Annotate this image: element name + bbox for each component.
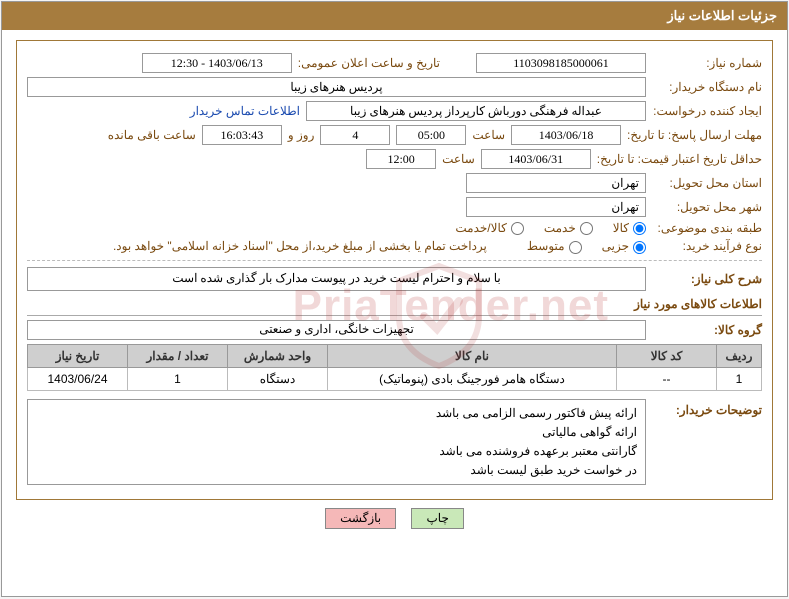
- row-buyer-org: نام دستگاه خریدار:: [27, 77, 762, 97]
- th-code: کد کالا: [617, 344, 717, 367]
- table-header-row: ردیف کد کالا نام کالا واحد شمارش تعداد /…: [28, 344, 762, 367]
- label-announce: تاریخ و ساعت اعلان عمومی:: [298, 56, 440, 70]
- row-province: استان محل تحویل:: [27, 173, 762, 193]
- label-process: نوع فرآیند خرید:: [652, 239, 762, 253]
- th-date: تاریخ نیاز: [28, 344, 128, 367]
- label-hour-2: ساعت: [442, 152, 475, 166]
- row-general-desc: شرح کلی نیاز:: [27, 267, 762, 291]
- label-city: شهر محل تحویل:: [652, 200, 762, 214]
- td-name: دستگاه هامر فورجینگ بادی (پنوماتیک): [328, 367, 617, 390]
- label-buyer-org: نام دستگاه خریدار:: [652, 80, 762, 94]
- field-deadline-hour[interactable]: [396, 125, 466, 145]
- field-province[interactable]: [466, 173, 646, 193]
- buyer-note-line: ارائه پیش فاکتور رسمی الزامی می باشد: [36, 404, 637, 423]
- field-announce[interactable]: [142, 53, 292, 73]
- field-requester[interactable]: [306, 101, 646, 121]
- radio-proc-medium[interactable]: [569, 241, 582, 254]
- back-button[interactable]: بازگشت: [325, 508, 396, 529]
- form-box: شماره نیاز: تاریخ و ساعت اعلان عمومی: نا…: [16, 40, 773, 500]
- label-goods-group: گروه کالا:: [652, 323, 762, 337]
- th-unit: واحد شمارش: [228, 344, 328, 367]
- field-buyer-org[interactable]: [27, 77, 646, 97]
- td-unit: دستگاه: [228, 367, 328, 390]
- page-title-bar: جزئیات اطلاعات نیاز: [2, 2, 787, 30]
- radio-proc-medium-label[interactable]: متوسط: [527, 239, 582, 253]
- label-remaining: ساعت باقی مانده: [108, 128, 196, 142]
- label-validity: حداقل تاریخ اعتبار قیمت: تا تاریخ:: [597, 152, 762, 166]
- table-row: 1 -- دستگاه هامر فورجینگ بادی (پنوماتیک)…: [28, 367, 762, 390]
- field-validity-hour[interactable]: [366, 149, 436, 169]
- th-qty: تعداد / مقدار: [128, 344, 228, 367]
- td-idx: 1: [717, 367, 762, 390]
- row-city: شهر محل تحویل:: [27, 197, 762, 217]
- field-city[interactable]: [466, 197, 646, 217]
- page-title: جزئیات اطلاعات نیاز: [667, 8, 777, 23]
- field-validity-date[interactable]: [481, 149, 591, 169]
- field-remaining-days[interactable]: [320, 125, 390, 145]
- radio-proc-small[interactable]: [633, 241, 646, 254]
- buyer-note-line: در خواست خرید طبق لیست باشد: [36, 461, 637, 480]
- section-goods-head: اطلاعات کالاهای مورد نیاز: [27, 297, 762, 316]
- field-remaining-time[interactable]: [202, 125, 282, 145]
- field-deadline-date[interactable]: [511, 125, 621, 145]
- buyer-notes-box[interactable]: ارائه پیش فاکتور رسمی الزامی می باشد ارا…: [27, 399, 646, 486]
- row-requester: ایجاد کننده درخواست: اطلاعات تماس خریدار: [27, 101, 762, 121]
- buyer-note-line: ارائه گواهی مالیاتی: [36, 423, 637, 442]
- td-code: --: [617, 367, 717, 390]
- row-process: نوع فرآیند خرید: جزیی متوسط پرداخت تمام …: [27, 239, 762, 253]
- radio-cat-service-label[interactable]: خدمت: [544, 221, 593, 235]
- label-hour-1: ساعت: [472, 128, 505, 142]
- row-goods-group: گروه کالا:: [27, 320, 762, 340]
- radio-cat-goods-label[interactable]: کالا: [613, 221, 646, 235]
- row-category: طبقه بندی موضوعی: کالا خدمت کالا/خدمت: [27, 221, 762, 235]
- goods-table: ردیف کد کالا نام کالا واحد شمارش تعداد /…: [27, 344, 762, 391]
- radio-proc-small-label[interactable]: جزیی: [602, 239, 646, 253]
- separator-1: [27, 260, 762, 261]
- radio-cat-both[interactable]: [511, 222, 524, 235]
- link-contact-buyer[interactable]: اطلاعات تماس خریدار: [190, 104, 300, 118]
- field-general-desc[interactable]: [27, 267, 646, 291]
- field-goods-group[interactable]: [27, 320, 646, 340]
- label-need-no: شماره نیاز:: [652, 56, 762, 70]
- row-validity: حداقل تاریخ اعتبار قیمت: تا تاریخ: ساعت: [27, 149, 762, 169]
- label-buyer-notes: توضیحات خریدار:: [652, 399, 762, 417]
- radio-cat-goods[interactable]: [633, 222, 646, 235]
- buyer-note-line: گارانتی معتبر برعهده فروشنده می باشد: [36, 442, 637, 461]
- field-need-no[interactable]: [476, 53, 646, 73]
- label-province: استان محل تحویل:: [652, 176, 762, 190]
- label-requester: ایجاد کننده درخواست:: [652, 104, 762, 118]
- payment-note: پرداخت تمام یا بخشی از مبلغ خرید،از محل …: [113, 239, 487, 253]
- radio-cat-service[interactable]: [580, 222, 593, 235]
- label-category: طبقه بندی موضوعی:: [652, 221, 762, 235]
- row-need-no: شماره نیاز: تاریخ و ساعت اعلان عمومی:: [27, 53, 762, 73]
- label-general-desc: شرح کلی نیاز:: [652, 272, 762, 286]
- row-buyer-notes: توضیحات خریدار: ارائه پیش فاکتور رسمی ال…: [27, 399, 762, 486]
- print-button[interactable]: چاپ: [411, 508, 463, 529]
- label-deadline: مهلت ارسال پاسخ: تا تاریخ:: [627, 128, 762, 142]
- label-day-and: روز و: [288, 128, 315, 142]
- page-container: جزئیات اطلاعات نیاز شماره نیاز: تاریخ و …: [1, 1, 788, 597]
- th-row: ردیف: [717, 344, 762, 367]
- row-deadline: مهلت ارسال پاسخ: تا تاریخ: ساعت روز و سا…: [27, 125, 762, 145]
- td-date: 1403/06/24: [28, 367, 128, 390]
- th-name: نام کالا: [328, 344, 617, 367]
- radio-cat-both-label[interactable]: کالا/خدمت: [455, 221, 523, 235]
- button-row: چاپ بازگشت: [2, 508, 787, 529]
- td-qty: 1: [128, 367, 228, 390]
